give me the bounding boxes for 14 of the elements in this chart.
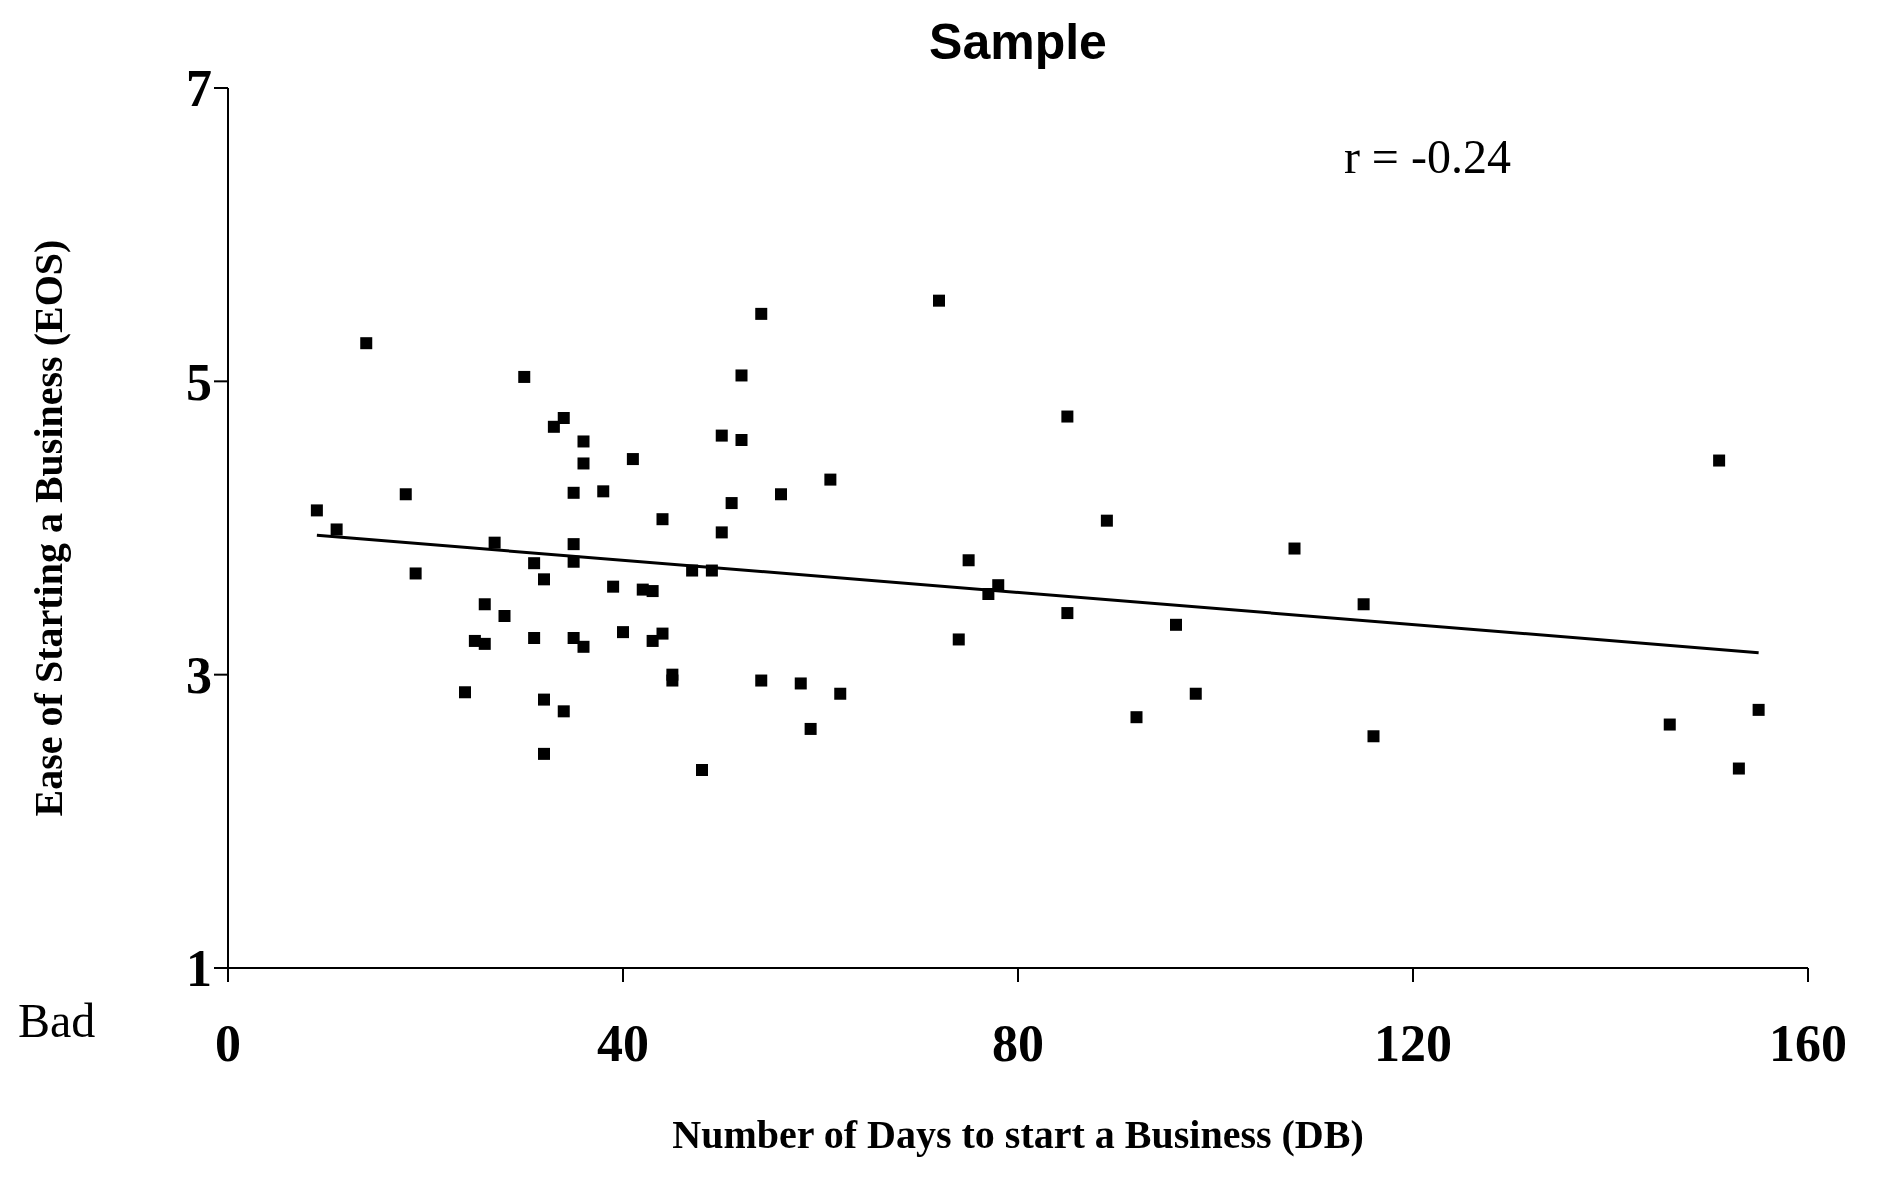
y-tick-label: 1 [186,940,212,998]
y-tick-label: 5 [186,353,212,411]
text: Bad [18,993,96,1048]
y-tick-label: 7 [186,60,212,118]
x-axis-title: Number of Days to start a Business (DB) [672,1112,1364,1157]
chart-title: Sample [928,13,1108,71]
y-axis-title: Ease of Starting a Business (EOS) [26,239,72,817]
x-tick-label: 80 [992,1014,1044,1072]
x-tick-label: 0 [215,1014,241,1072]
x-tick-label: 160 [1769,1014,1847,1072]
annotation: r = -0.24 [1343,129,1511,185]
x-tick-label: 40 [597,1014,649,1072]
x-tick-label: 120 [1374,1014,1452,1072]
y-tick-label: 3 [186,647,212,705]
